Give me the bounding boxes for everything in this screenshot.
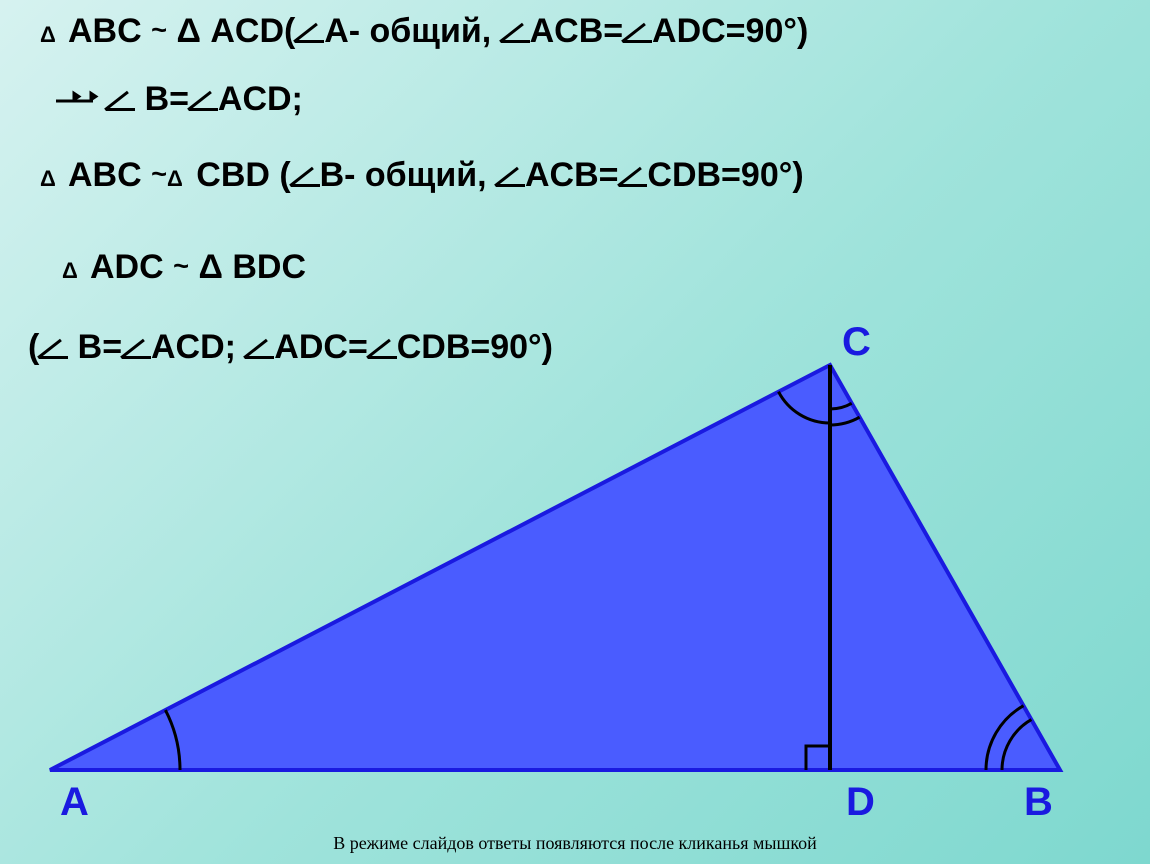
triangle-diagram <box>0 0 1150 864</box>
vertex-label-a: A <box>60 780 89 825</box>
triangle-abc <box>50 365 1060 770</box>
footnote: В режиме слайдов ответы появляются после… <box>0 833 1150 854</box>
vertex-label-c: C <box>842 320 871 365</box>
slide: Δ ABC ~ Δ ACD(A- общий, ACB=ADC=90°) B=A… <box>0 0 1150 864</box>
vertex-label-d: D <box>846 780 875 825</box>
vertex-label-b: B <box>1024 780 1053 825</box>
